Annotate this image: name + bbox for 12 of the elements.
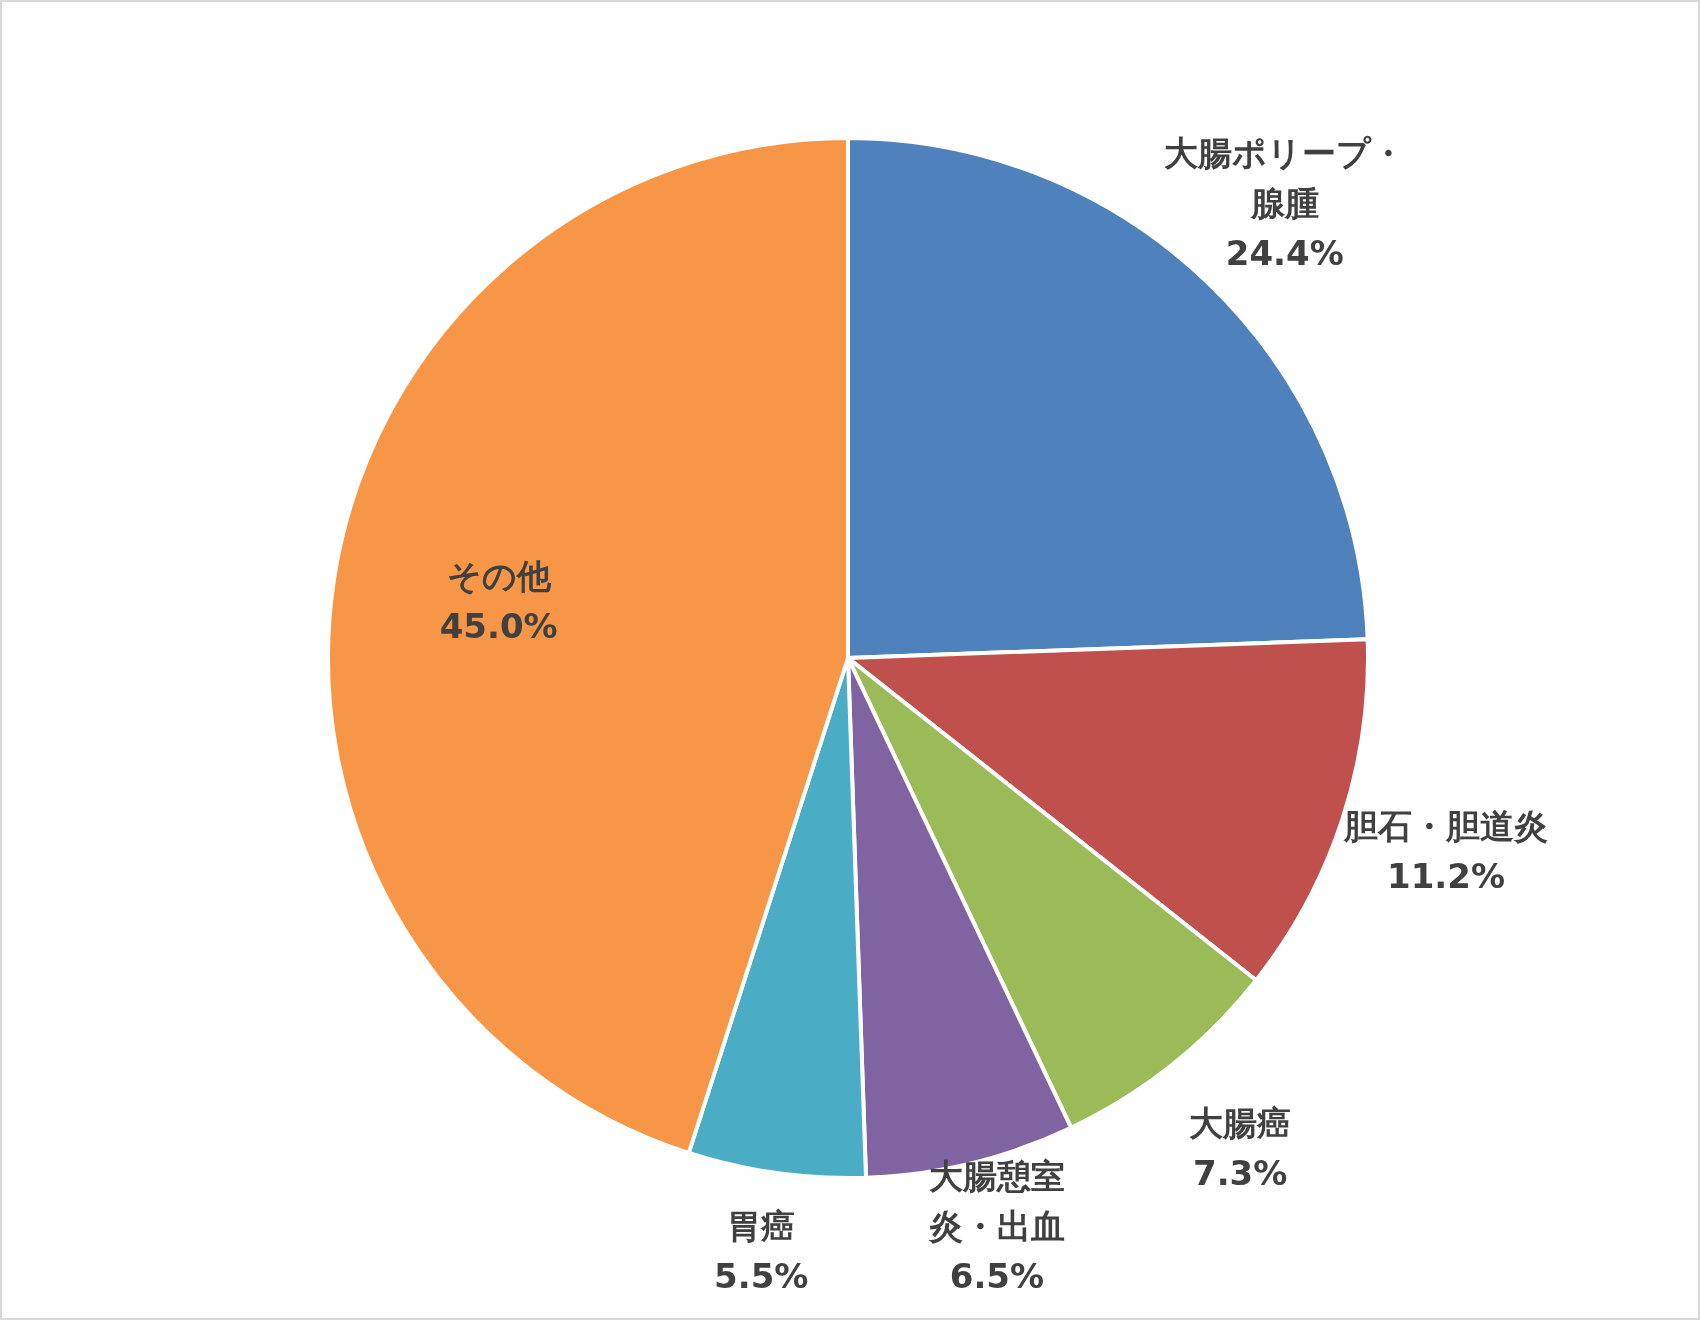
data-label: 7.3% (1193, 1152, 1288, 1193)
data-label: 11.2% (1387, 856, 1506, 897)
data-label: 45.0% (439, 605, 558, 646)
slice-label: 胆石・胆道炎 (1343, 806, 1549, 847)
slice-label: 大腸憩室炎・出血 (927, 1155, 1065, 1246)
slice-label: その他 (446, 555, 552, 596)
data-label: 24.4% (1225, 232, 1344, 273)
data-label: 6.5% (949, 1255, 1045, 1296)
data-label: 5.5% (714, 1255, 809, 1296)
slice-label: 胃癌 (727, 1205, 796, 1246)
slice-label: 大腸癌 (1189, 1102, 1292, 1143)
slice-label: 大腸ポリープ・腺腫 (1164, 132, 1406, 223)
